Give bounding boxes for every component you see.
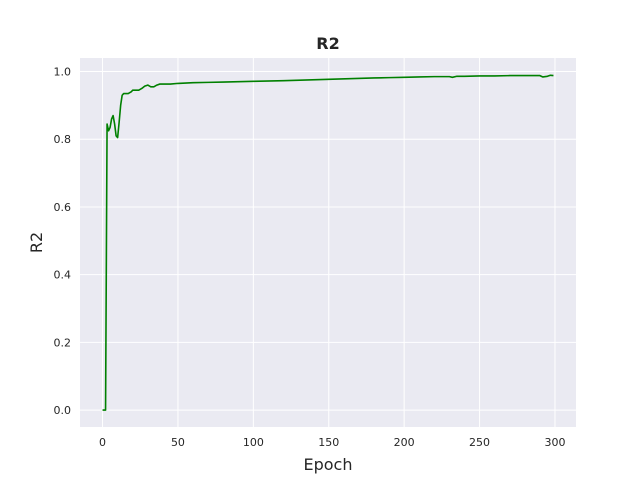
- x-axis-label: Epoch: [304, 455, 353, 474]
- tick-layer: 0 50 100 150 200 250 300 0.0 0.2 0.4 0.6 0.8 1.0: [54, 66, 566, 449]
- x-tick-label: 150: [318, 436, 339, 449]
- y-tick-label: 0.6: [54, 201, 72, 214]
- x-tick-label: 50: [171, 436, 185, 449]
- y-tick-label: 0.8: [54, 133, 72, 146]
- x-tick-label: 100: [243, 436, 264, 449]
- x-tick-label: 300: [544, 436, 565, 449]
- chart-title: R2: [316, 34, 339, 53]
- line-layer: [102, 74, 554, 411]
- x-tick-label: 200: [394, 436, 415, 449]
- y-tick-label: 0.4: [54, 269, 72, 282]
- series-line: [102, 74, 554, 411]
- y-tick-label: 0.0: [54, 404, 72, 417]
- x-tick-label: 0: [99, 436, 106, 449]
- plot-background: [80, 58, 576, 427]
- x-tick-label: 250: [469, 436, 490, 449]
- y-tick-label: 0.2: [54, 336, 72, 349]
- y-axis-label: R2: [27, 232, 46, 253]
- grid-layer: [80, 58, 576, 427]
- y-tick-label: 1.0: [54, 66, 72, 79]
